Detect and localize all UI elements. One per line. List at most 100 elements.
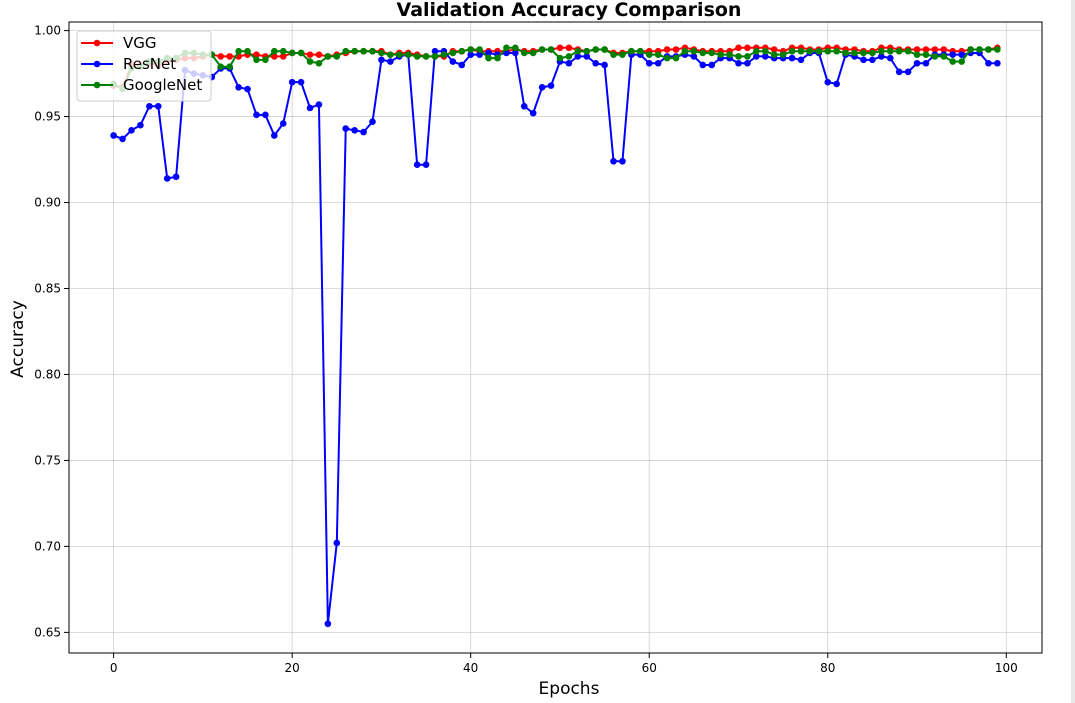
resnet-point: [708, 61, 716, 69]
resnet-point: [119, 135, 126, 143]
vgg-line: [113, 46, 998, 89]
resnet-point: [288, 78, 296, 86]
chart-title: Validation Accuracy Comparison: [397, 0, 742, 21]
vgg-point: [271, 53, 278, 60]
x-tick-label: 80: [820, 661, 835, 675]
googlenet-point: [931, 53, 939, 60]
googlenet-point: [288, 49, 296, 57]
resnet-point: [895, 68, 903, 76]
resnet-point: [422, 161, 430, 169]
googlenet-point: [503, 44, 510, 52]
resnet-point: [351, 127, 358, 134]
resnet-point: [878, 53, 885, 60]
resnet-point: [994, 59, 1001, 67]
legend-googlenet-marker: [93, 81, 101, 89]
resnet-line: [113, 50, 998, 625]
resnet-point: [869, 56, 876, 64]
googlenet-point: [788, 47, 796, 55]
vgg-point: [226, 53, 233, 60]
googlenet-point: [538, 46, 546, 53]
googlenet-point: [708, 49, 716, 57]
resnet-point: [110, 132, 117, 139]
googlenet-point: [217, 63, 225, 70]
resnet-point: [476, 51, 483, 58]
googlenet-point: [842, 49, 849, 57]
y-tick-label: 0.85: [34, 281, 61, 295]
googlenet-point: [967, 46, 974, 53]
googlenet-point: [610, 51, 617, 58]
resnet-point: [744, 59, 751, 67]
vgg-point: [315, 51, 323, 58]
googlenet-point: [583, 47, 591, 55]
vgg-point: [770, 46, 778, 53]
resnet-point: [645, 59, 653, 67]
resnet-point: [574, 53, 582, 60]
resnet-point: [315, 101, 323, 108]
vgg-point: [744, 44, 751, 52]
legend-vgg-label: VGG: [123, 34, 157, 52]
resnet-point: [128, 127, 135, 134]
legend-resnet-label: ResNet: [123, 55, 176, 73]
googlenet-point: [869, 49, 876, 57]
googlenet-point: [324, 53, 332, 60]
resnet-point: [324, 620, 332, 628]
googlenet-point: [878, 47, 885, 55]
googlenet-point: [271, 47, 278, 55]
resnet-point: [512, 49, 519, 57]
resnet-point: [253, 111, 260, 119]
googlenet-point: [797, 47, 805, 55]
resnet-point: [163, 175, 171, 182]
googlenet-point: [761, 47, 769, 55]
googlenet-point: [628, 47, 635, 55]
vgg-point: [306, 51, 314, 58]
googlenet-point: [512, 44, 519, 52]
vgg-point: [735, 44, 742, 52]
googlenet-point: [815, 47, 823, 55]
vgg-point: [663, 46, 671, 53]
resnet-point: [297, 78, 305, 86]
googlenet-point: [279, 47, 287, 55]
vgg-point: [565, 44, 573, 52]
resnet-point: [833, 80, 840, 88]
resnet-point: [235, 84, 242, 91]
x-tick-label: 60: [642, 661, 657, 675]
y-axis-title: Accuracy: [8, 300, 28, 378]
googlenet-line: [113, 46, 998, 91]
googlenet-point: [592, 46, 599, 53]
googlenet-point: [735, 53, 742, 60]
googlenet-point: [663, 54, 671, 62]
resnet-point: [262, 111, 269, 119]
googlenet-point: [645, 51, 653, 58]
resnet-point: [458, 61, 466, 69]
googlenet-point: [440, 51, 448, 58]
googlenet-point: [681, 47, 689, 55]
x-tick-label: 20: [285, 661, 300, 675]
googlenet-point: [565, 53, 573, 60]
googlenet-point: [824, 47, 832, 55]
googlenet-point: [726, 51, 733, 58]
series-layer: [110, 44, 1001, 628]
resnet-point: [271, 132, 278, 139]
resnet-point: [922, 59, 930, 67]
googlenet-point: [994, 46, 1001, 53]
legend-vgg-marker: [93, 39, 101, 47]
googlenet-point: [574, 47, 582, 55]
legend-googlenet-label: GoogleNet: [123, 76, 202, 94]
window-edge: [1071, 0, 1075, 703]
resnet-point: [360, 128, 367, 136]
googlenet-point: [387, 51, 394, 58]
googlenet-point: [360, 47, 367, 55]
googlenet-point: [235, 47, 242, 55]
googlenet-point: [690, 47, 698, 55]
axis-ticks: 0 20 40 60 80 100 0.65 0.70 0.75 0.80 0.85 0.90 0.95…: [34, 24, 1017, 675]
googlenet-point: [717, 51, 724, 58]
resnet-point: [735, 59, 742, 67]
resnet-point: [913, 59, 921, 67]
googlenet-point: [886, 47, 894, 55]
googlenet-point: [315, 59, 323, 67]
x-tick-label: 100: [995, 661, 1018, 675]
resnet-point: [610, 157, 617, 165]
resnet-point: [761, 53, 769, 60]
googlenet-point: [601, 46, 608, 53]
